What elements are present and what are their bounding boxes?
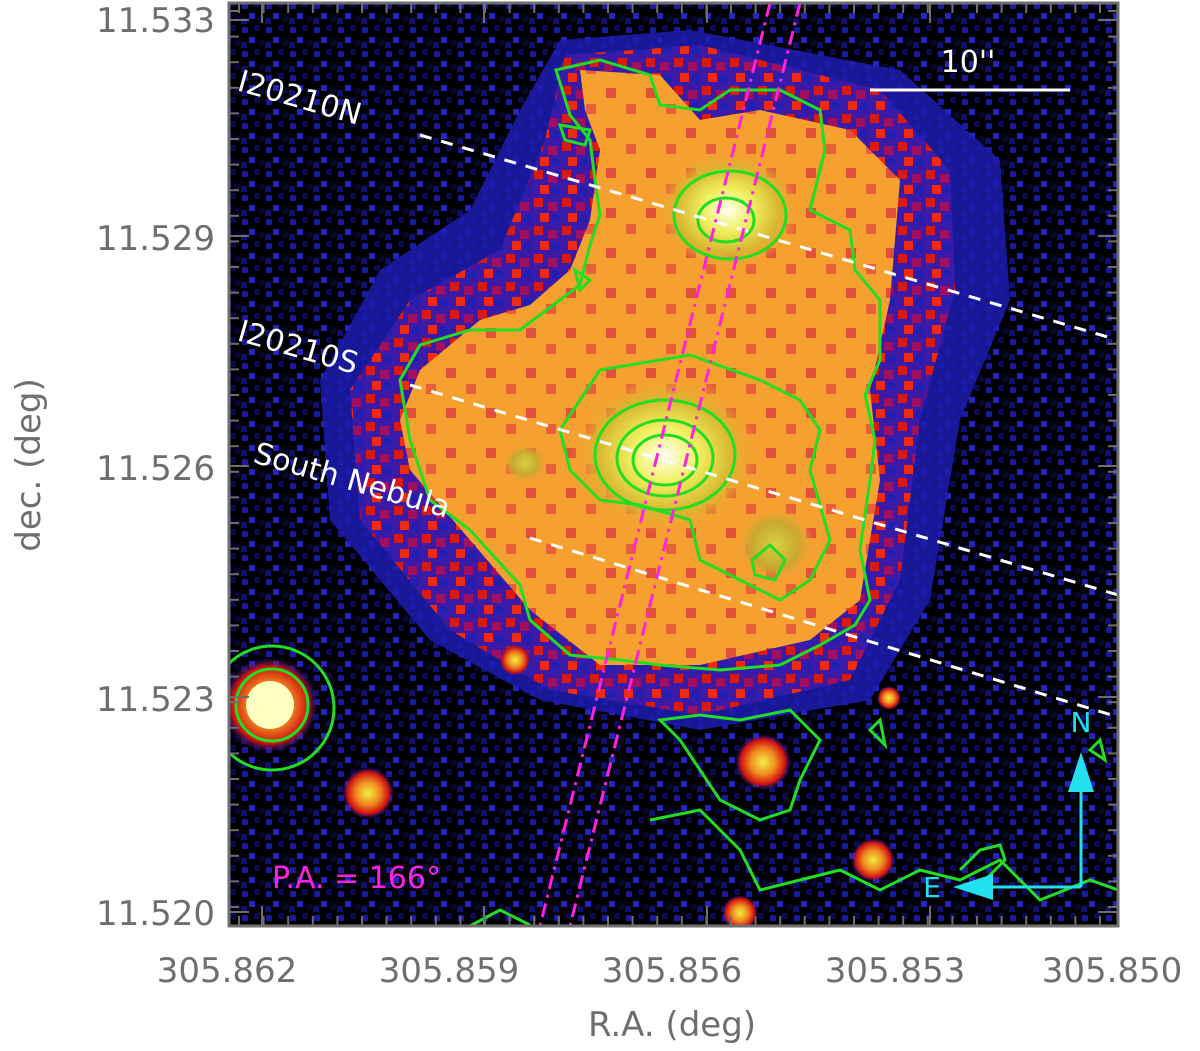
compass-north-label: N (1071, 706, 1092, 739)
y-axis-title: dec. (deg) (9, 378, 49, 551)
compass-north-arrow-icon (1068, 752, 1094, 792)
contour-south-2 (593, 398, 737, 512)
contour-knot (750, 542, 787, 582)
contour-south-4 (631, 433, 699, 487)
contour-south-3 (615, 418, 715, 498)
plot-frame (227, 1, 1120, 928)
southeast-knot (735, 507, 815, 583)
sky-image: 10'' I20210N I20210S South Nebula P.A. =… (229, 3, 1118, 926)
west-knot (503, 443, 547, 483)
contour-speck (867, 716, 888, 750)
position-angle-label: P.A. = 166° (272, 861, 441, 896)
contour-speck (1087, 737, 1108, 764)
x-tick-label: 305.862 (157, 951, 298, 991)
y-tick-label: 11.520 (96, 894, 215, 934)
scale-bar-label: 10'' (941, 45, 996, 80)
contour-patch (557, 123, 592, 147)
contour-field-star-inner (234, 667, 310, 743)
field-star (851, 838, 895, 882)
contour-edge (469, 908, 531, 926)
x-axis-title: R.A. (deg) (588, 1005, 756, 1045)
compass-east-label: E (923, 871, 941, 904)
field-star (342, 767, 394, 819)
field-star (735, 734, 791, 790)
y-tick-label: 11.526 (96, 449, 215, 489)
slit-line-north (419, 133, 1118, 342)
field-star (499, 644, 531, 676)
tick-marks (229, 3, 1118, 926)
pa-slit-edge-right (568, 3, 802, 926)
y-tick-label: 11.533 (96, 1, 215, 41)
field-star (877, 686, 901, 710)
x-tick-label: 305.850 (1042, 951, 1183, 991)
pa-slit (538, 3, 802, 926)
contour-north-1 (672, 169, 788, 261)
x-tick-label: 305.853 (825, 951, 966, 991)
pa-slit-edge-left (538, 3, 772, 926)
contour-bottom-small (958, 843, 1007, 882)
slit-line-nebula (529, 536, 1118, 719)
contour-south-1 (558, 353, 832, 602)
y-tick-label: 11.523 (96, 680, 215, 720)
contour-south-blob (656, 708, 822, 822)
y-tick-label: 11.529 (96, 219, 215, 259)
contour-north-2 (696, 196, 756, 244)
x-tick-label: 305.856 (602, 951, 743, 991)
contour-bottom (649, 808, 1118, 902)
field-star-core (246, 681, 294, 729)
contour-outer (398, 58, 882, 672)
contour-group (229, 58, 1118, 926)
slit-lines (409, 133, 1118, 719)
contour-field-star (229, 644, 336, 772)
compass: N E (923, 706, 1094, 904)
compass-east-arrow-icon (953, 874, 993, 900)
contour-patch (572, 266, 593, 293)
x-tick-label: 305.859 (379, 951, 520, 991)
